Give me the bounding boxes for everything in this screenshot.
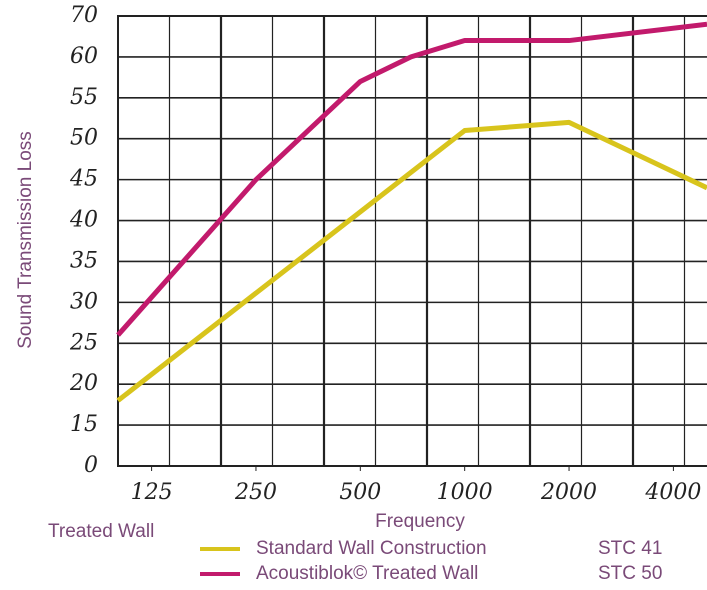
plot-frame (117, 15, 707, 467)
x-tick-label: 500 (339, 480, 381, 505)
x-axis-label: Frequency (375, 511, 465, 532)
y-tick-label: 45 (69, 167, 98, 192)
y-tick-label: 25 (69, 330, 98, 355)
note: Treated Wall (48, 521, 154, 542)
x-tick-label: 2000 (540, 480, 597, 505)
y-tick-label: 40 (69, 208, 98, 233)
x-tick-label: 250 (234, 480, 277, 505)
legend-label: Acoustiblok© Treated Wall (256, 563, 478, 584)
x-tick-label: 4000 (644, 480, 701, 505)
y-tick-label: 30 (70, 289, 98, 314)
x-tick-label: 125 (131, 480, 173, 505)
y-axis-label: Sound Transmission Loss (15, 131, 36, 349)
x-tick-label: 1000 (437, 480, 493, 505)
y-tick-label: 70 (70, 3, 98, 28)
y-tick-label: 20 (69, 371, 98, 396)
y-tick-label: 60 (70, 44, 98, 69)
y-tick-label: 50 (70, 126, 98, 151)
y-tick-label: 35 (70, 248, 98, 273)
y-tick-label: 0 (84, 453, 98, 478)
y-tick-label: 15 (70, 412, 98, 437)
y-tick-label: 55 (70, 85, 98, 110)
legend-label: Standard Wall Construction (256, 538, 487, 559)
series-line (116, 21, 707, 337)
legend-rating: STC 41 (598, 538, 662, 559)
series-line (116, 119, 707, 403)
legend-rating: STC 50 (598, 563, 662, 584)
